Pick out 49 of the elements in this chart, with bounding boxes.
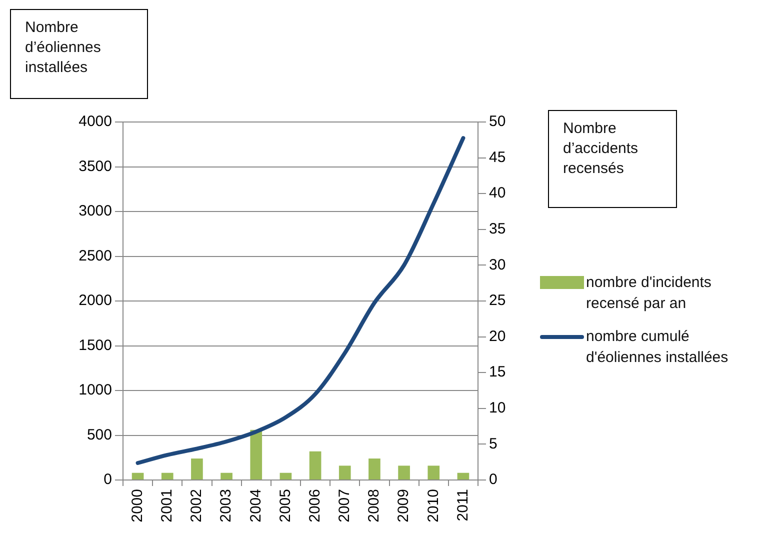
- y-tick-label: 0: [104, 471, 112, 488]
- x-tick-label: 2000: [128, 489, 146, 522]
- x-tick-label: 2006: [306, 489, 324, 522]
- bar: [220, 472, 232, 480]
- legend-label: nombre cumulé d'éoliennes installées: [586, 327, 730, 368]
- y-tick-label: 2500: [78, 247, 112, 264]
- y2-tick-label: 5: [489, 435, 498, 452]
- y-tick-label: 3000: [78, 202, 112, 220]
- bar: [250, 430, 262, 480]
- y2-axis-title: Nombre d’accidents recensés: [548, 110, 677, 208]
- legend-label: nombre d'incidents recensé par an: [586, 273, 712, 314]
- line-series: [136, 136, 466, 465]
- x-tick-label: 2009: [395, 489, 412, 522]
- y-axis-title: Nombre d’éoliennes installées: [10, 9, 148, 99]
- x-tick-label: 2008: [366, 489, 383, 522]
- y2-tick-label: 20: [489, 328, 506, 345]
- y-tick-label: 500: [86, 426, 112, 444]
- bar: [132, 472, 144, 480]
- bar: [280, 472, 292, 480]
- y2-tick-label: 40: [489, 184, 506, 202]
- y2-tick-label: 15: [489, 364, 506, 381]
- y-tick-label: 3500: [78, 158, 112, 175]
- bar: [338, 466, 351, 480]
- x-tick-label: 2001: [158, 489, 176, 522]
- x-tick-label: 2004: [247, 489, 264, 522]
- bar: [309, 451, 322, 480]
- bar: [191, 458, 203, 480]
- y-tick-label: 2000: [78, 292, 112, 310]
- y2-tick-label: 45: [489, 148, 506, 166]
- y2-tick-label: 25: [489, 292, 506, 310]
- y2-tick-label: 10: [489, 400, 506, 417]
- x-tick-label: 2010: [424, 489, 442, 522]
- bar: [368, 458, 380, 480]
- x-tick-label: 2005: [276, 489, 294, 522]
- y2-tick-label: 35: [489, 220, 506, 238]
- bar: [428, 466, 440, 480]
- y-tick-label: 1000: [78, 382, 112, 399]
- x-tick-label: 2011: [454, 489, 472, 522]
- x-tick-label: 2002: [188, 489, 206, 522]
- bar: [457, 472, 470, 480]
- bar: [161, 472, 174, 480]
- y-tick-label: 4000: [78, 113, 112, 130]
- y2-tick-label: 30: [489, 256, 506, 274]
- y2-tick-label: 50: [489, 113, 506, 130]
- bar: [398, 466, 410, 480]
- x-tick-label: 2007: [336, 489, 354, 522]
- y2-tick-label: 0: [489, 471, 498, 488]
- x-tick-label: 2003: [218, 489, 235, 522]
- y-tick-label: 1500: [78, 336, 112, 354]
